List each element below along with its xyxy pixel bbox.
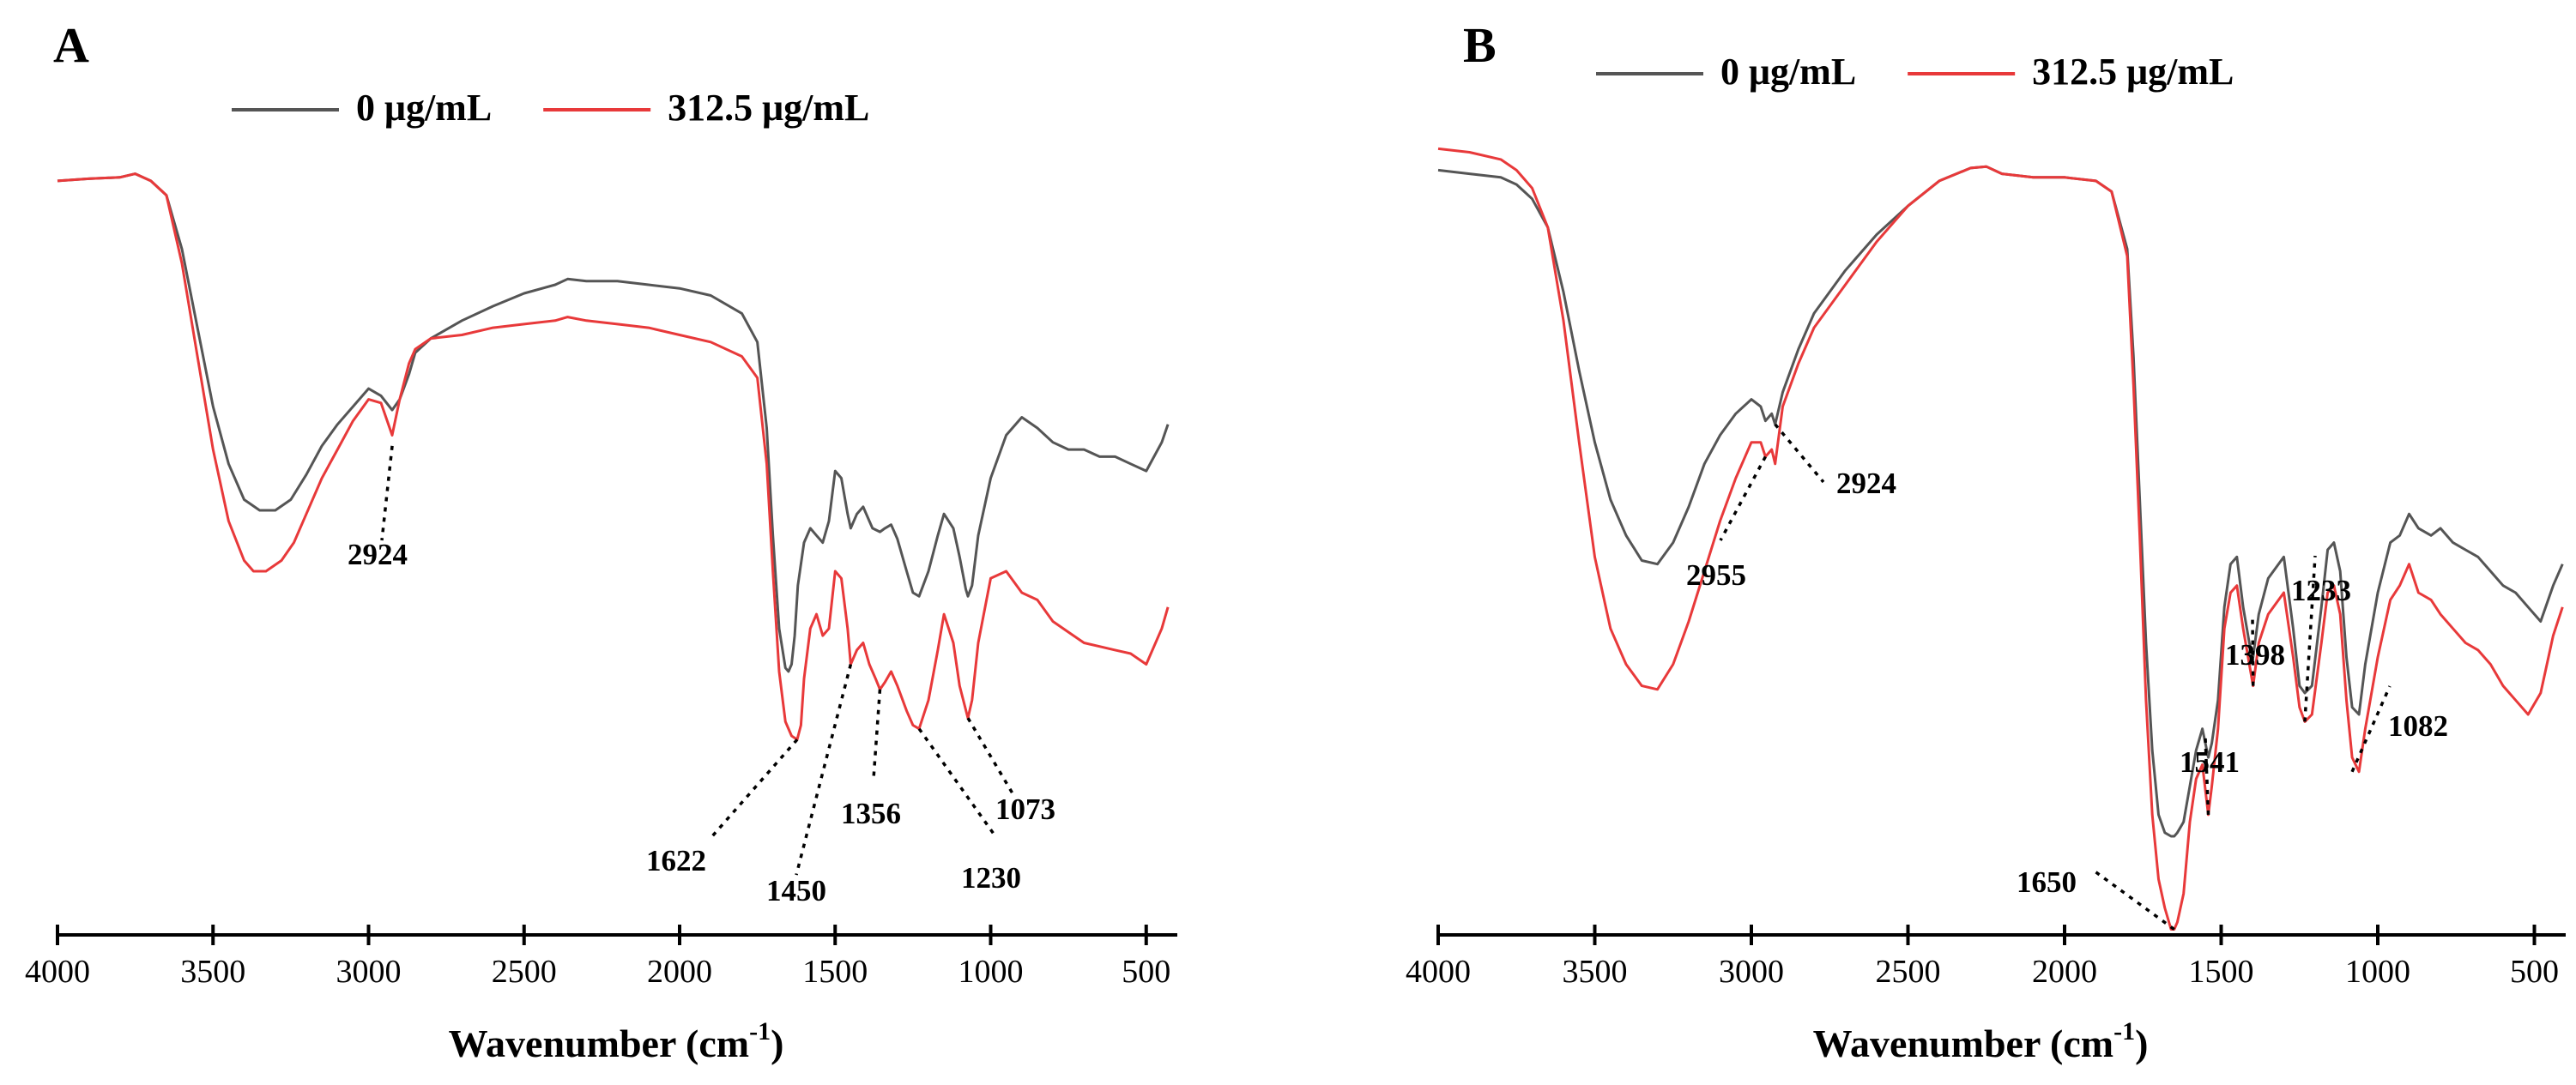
annotation-leader (917, 727, 997, 838)
annotation-label: 1233 (2291, 574, 2351, 607)
x-tick-label: 4000 (1406, 954, 1471, 990)
x-axis-title: Wavenumber (cm-1) (449, 1017, 784, 1065)
legend-label: 0 μg/mL (356, 87, 492, 129)
series-line-0-ug (1437, 165, 2564, 838)
legend: 0 μg/mL 312.5 μg/mL (232, 87, 869, 129)
annotation-leader (711, 738, 799, 838)
annotation-leader (2204, 737, 2210, 815)
annotation-label: 1541 (2180, 745, 2240, 779)
annotation-label: 1082 (2388, 709, 2448, 743)
x-tick-label: 2500 (492, 954, 557, 990)
series-line-312-ug (1437, 147, 2564, 931)
annotation-label: 1356 (841, 797, 901, 830)
annotation-leader (966, 717, 1014, 794)
x-tick-label: 1500 (2189, 954, 2254, 990)
annotation-label: 1650 (2017, 865, 2077, 899)
x-tick-label: 3000 (336, 954, 402, 990)
annotation-leader (795, 664, 853, 876)
annotation-leader (2251, 617, 2255, 686)
legend-label: 312.5 μg/mL (2032, 51, 2234, 93)
annotation-label: 1073 (995, 793, 1055, 826)
legend-label: 0 μg/mL (1720, 51, 1856, 93)
x-tick-label: 1500 (802, 954, 868, 990)
annotation-label: 1230 (961, 861, 1021, 895)
annotation-label: 1398 (2225, 638, 2285, 672)
annotation-label: 2924 (348, 538, 408, 571)
x-tick-label: 3500 (180, 954, 245, 990)
annotation-leader (2092, 869, 2175, 931)
x-tick-label: 2500 (1876, 954, 1941, 990)
x-tick-label: 3500 (1563, 954, 1628, 990)
annotation-label: 2955 (1686, 558, 1746, 592)
annotation-label: 1622 (646, 844, 706, 877)
annotation-label: 1450 (766, 874, 826, 907)
x-axis-title: Wavenumber (cm-1) (1813, 1017, 2149, 1065)
panel-label: A (53, 17, 89, 73)
series-line-0-ug (57, 172, 1170, 673)
chart-panel-a: A 0 μg/mL 312.5 μg/mL 2924 1622 1450 1356 1230 1… (25, 17, 1177, 1065)
annotation-leader (872, 689, 882, 780)
x-tick-label: 1000 (2345, 954, 2410, 990)
x-tick-label: 2000 (2032, 954, 2097, 990)
annotation-label: 2924 (1836, 467, 1896, 500)
x-tick-label: 4000 (25, 954, 90, 990)
x-tick-label: 500 (2510, 954, 2559, 990)
x-tick-label: 500 (1122, 954, 1170, 990)
legend: 0 μg/mL 312.5 μg/mL (1596, 51, 2234, 93)
legend-label: 312.5 μg/mL (668, 87, 869, 129)
x-tick-label: 2000 (647, 954, 712, 990)
x-tick-label: 3000 (1719, 954, 1784, 990)
x-tick-label: 1000 (958, 954, 1024, 990)
panel-label: B (1463, 17, 1497, 73)
annotation-leader (1774, 423, 1825, 484)
series-line-312-ug (57, 172, 1170, 741)
annotation-leader (380, 445, 394, 541)
annotation-leader (2303, 555, 2317, 722)
